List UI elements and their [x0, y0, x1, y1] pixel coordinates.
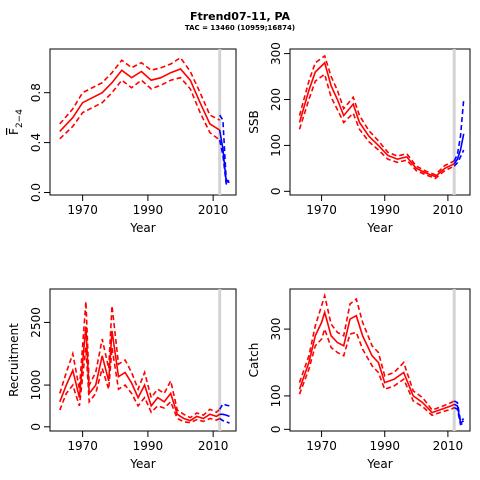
- x-tick-label: 2010: [433, 203, 464, 217]
- y-tick-label: 100: [269, 384, 283, 407]
- historic-lo-line: [59, 76, 221, 141]
- historic-hi-line: [59, 301, 221, 419]
- historic-mid-line: [298, 309, 455, 414]
- y-tick-label: 0.0: [29, 183, 43, 202]
- historic-hi-line: [59, 56, 221, 125]
- y-axis-label: Recruitment: [7, 323, 21, 397]
- x-tick-label: 1970: [306, 439, 337, 453]
- panel-3: 1970 1990 2010 0 1000 2500 Year Recruitment: [7, 288, 237, 471]
- x-tick-label: 1990: [133, 203, 164, 217]
- plot-frame: [49, 288, 237, 432]
- historic-hi-line: [298, 54, 455, 176]
- y-tick-label: 0.8: [29, 83, 43, 102]
- figure-title: Ftrend07-11, PA: [189, 10, 291, 23]
- y-tick-label: 0: [29, 423, 43, 431]
- historic-lo-line: [59, 347, 221, 424]
- historic-mid-line: [59, 326, 221, 422]
- y-tick-label: 300: [269, 42, 283, 65]
- projection-mid-line: [219, 413, 230, 418]
- y-tick-label: 0: [269, 426, 283, 434]
- plot-frame: [289, 288, 471, 432]
- plot-frame: [289, 48, 471, 196]
- x-tick-label: 2010: [198, 439, 229, 453]
- y-axis-label: F2−4: [7, 109, 25, 135]
- x-axis-label: Year: [366, 221, 392, 235]
- panel-2: 1970 1990 2010 0 100 200 300 Year SSB: [247, 42, 471, 235]
- x-tick-label: 1990: [133, 439, 164, 453]
- projection-mid-line: [453, 403, 465, 424]
- x-axis-label: Year: [129, 457, 155, 471]
- panel-4: 1970 1990 2010 0 100 300 Year Catch: [247, 288, 471, 471]
- x-axis-label: Year: [129, 221, 155, 235]
- x-tick-label: 1970: [67, 439, 98, 453]
- historic-mid-line: [298, 61, 455, 178]
- x-tick-label: 1970: [306, 203, 337, 217]
- y-axis-label: SSB: [247, 110, 261, 133]
- projection-hi-line: [453, 99, 465, 162]
- historic-lo-line: [298, 326, 455, 417]
- y-tick-label: 200: [269, 88, 283, 111]
- x-tick-label: 2010: [198, 203, 229, 217]
- y-axis-label: Catch: [247, 343, 261, 378]
- y-tick-label: 0: [269, 188, 283, 196]
- projection-hi-line: [219, 114, 230, 183]
- figure-subtitle: TAC = 13460 (10959;16874): [184, 24, 296, 32]
- historic-lo-line: [298, 72, 455, 180]
- historic-hi-line: [298, 292, 455, 411]
- y-tick-label: 2500: [29, 307, 43, 338]
- y-tick-label: 1000: [29, 370, 43, 401]
- panel-1: 1970 1990 2010 0.0 0.4 0.8 Year F2−4: [7, 48, 237, 235]
- projection-mid-line: [453, 133, 465, 165]
- y-tick-label: 0.4: [29, 133, 43, 152]
- projection-hi-line: [219, 402, 230, 410]
- y-tick-label: 300: [269, 318, 283, 341]
- x-tick-label: 1990: [369, 439, 400, 453]
- x-tick-label: 1990: [369, 203, 400, 217]
- projection-mid-line: [218, 129, 230, 184]
- y-tick-label: 100: [269, 134, 283, 157]
- historic-mid-line: [59, 68, 221, 132]
- x-tick-label: 1970: [67, 203, 98, 217]
- plot-frame: [49, 48, 237, 196]
- x-tick-label: 2010: [433, 439, 464, 453]
- x-axis-label: Year: [366, 457, 392, 471]
- projection-lo-line: [453, 149, 465, 167]
- projection-lo-line: [219, 417, 230, 424]
